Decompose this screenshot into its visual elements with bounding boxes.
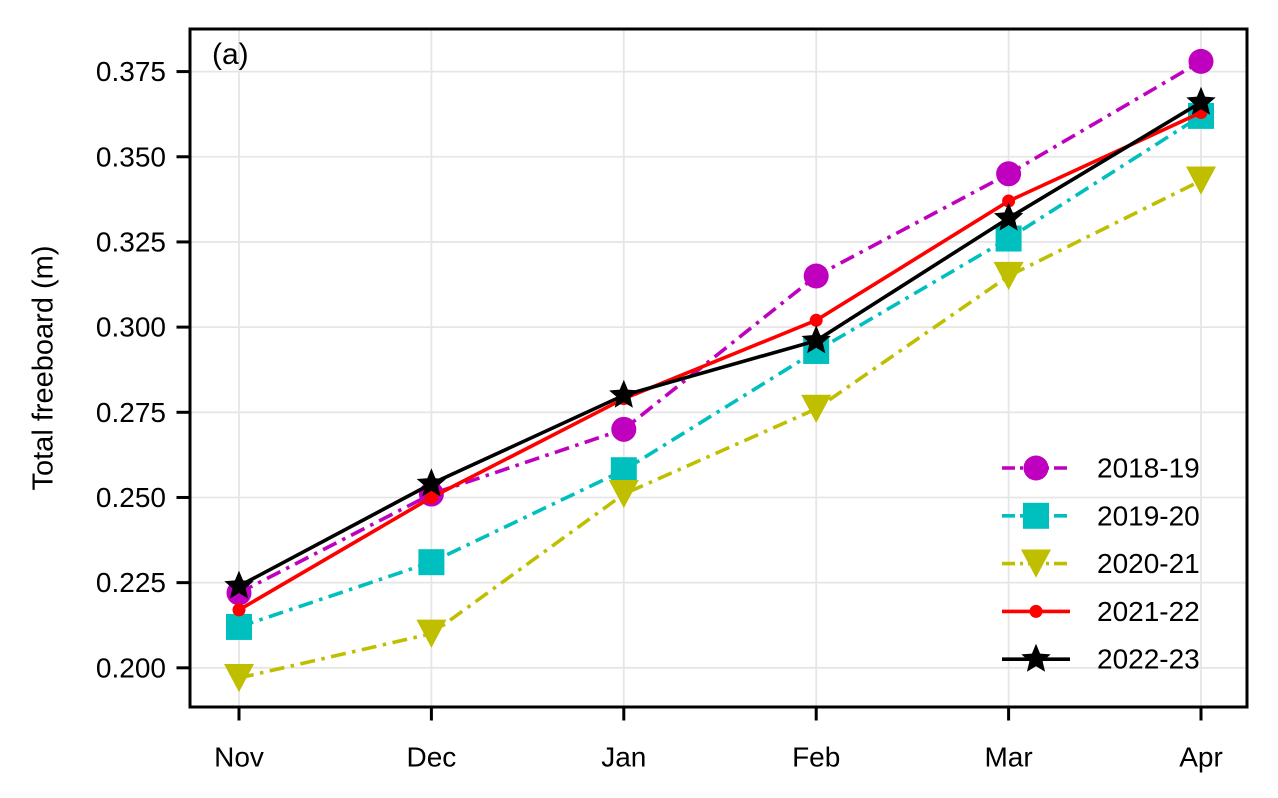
legend-marker-2021-22 — [1029, 604, 1043, 618]
marker-2022-23-mar — [993, 202, 1024, 231]
y-tick-label-0.225: 0.225 — [96, 567, 166, 598]
series-line-2022-23 — [238, 100, 1202, 588]
marker-2019-20-mar — [995, 225, 1022, 252]
marker-2022-23-apr — [1186, 86, 1216, 115]
marker-2020-21-jan — [608, 479, 639, 509]
marker-2020-21-dec — [416, 619, 447, 648]
marker-2021-22-feb — [809, 313, 823, 327]
x-tick-label-feb: Feb — [792, 742, 840, 773]
marker-2018-19-jan — [611, 416, 637, 442]
marker-2020-21-mar — [993, 261, 1024, 291]
marker-2022-23-nov — [224, 570, 254, 599]
series-line-2019-20 — [238, 114, 1202, 629]
legend-label-2019-20: 2019-20 — [1097, 500, 1200, 531]
marker-2021-22-nov — [232, 603, 246, 617]
plot-area-border — [188, 27, 1249, 709]
marker-2019-20-dec — [418, 549, 445, 576]
marker-2018-19-mar — [996, 161, 1022, 187]
x-tick-label-dec: Dec — [407, 742, 457, 773]
x-tick-label-jan: Jan — [601, 742, 646, 773]
marker-2022-23-feb — [801, 325, 831, 354]
legend-label-2020-21: 2020-21 — [1097, 548, 1200, 579]
marker-2019-20-jan — [610, 457, 637, 484]
marker-2020-21-apr — [1186, 166, 1216, 195]
legend-marker-2018-19 — [1023, 455, 1049, 481]
marker-2018-19-feb — [803, 263, 829, 289]
legend-label-2021-22: 2021-22 — [1097, 596, 1200, 627]
marker-2021-22-mar — [1002, 194, 1016, 208]
legend-label-2022-23: 2022-23 — [1097, 644, 1200, 675]
y-tick-label-0.300: 0.300 — [96, 312, 166, 343]
legend-label-2018-19: 2018-19 — [1097, 453, 1200, 484]
series-line-2020-21 — [238, 178, 1202, 680]
series-line-2018-19 — [238, 59, 1202, 595]
y-tick-label-0.275: 0.275 — [96, 397, 166, 428]
marker-2021-22-dec — [424, 490, 438, 504]
legend-marker-2019-20 — [1023, 502, 1049, 529]
y-tick-label-0.350: 0.350 — [96, 141, 166, 172]
y-axis-label: Total freeboard (m) — [27, 245, 60, 491]
marker-2020-21-nov — [224, 663, 254, 693]
x-tick-label-nov: Nov — [214, 742, 264, 773]
series-line-2021-22 — [238, 110, 1202, 612]
panel-label: (a) — [212, 38, 249, 71]
x-tick-label-apr: Apr — [1179, 742, 1223, 773]
marker-2022-23-jan — [609, 379, 639, 408]
x-tick-label-mar: Mar — [984, 742, 1032, 773]
marker-2018-19-apr — [1188, 48, 1214, 74]
legend-marker-2022-23 — [1021, 643, 1051, 672]
marker-2020-21-feb — [801, 394, 832, 423]
y-tick-label-0.375: 0.375 — [96, 56, 166, 87]
y-tick-label-0.325: 0.325 — [96, 226, 166, 257]
marker-2019-20-nov — [226, 613, 252, 640]
y-tick-label-0.200: 0.200 — [96, 652, 166, 683]
y-tick-label-0.250: 0.250 — [96, 482, 166, 513]
legend-marker-2020-21 — [1021, 549, 1051, 578]
marker-2022-23-dec — [416, 468, 447, 497]
